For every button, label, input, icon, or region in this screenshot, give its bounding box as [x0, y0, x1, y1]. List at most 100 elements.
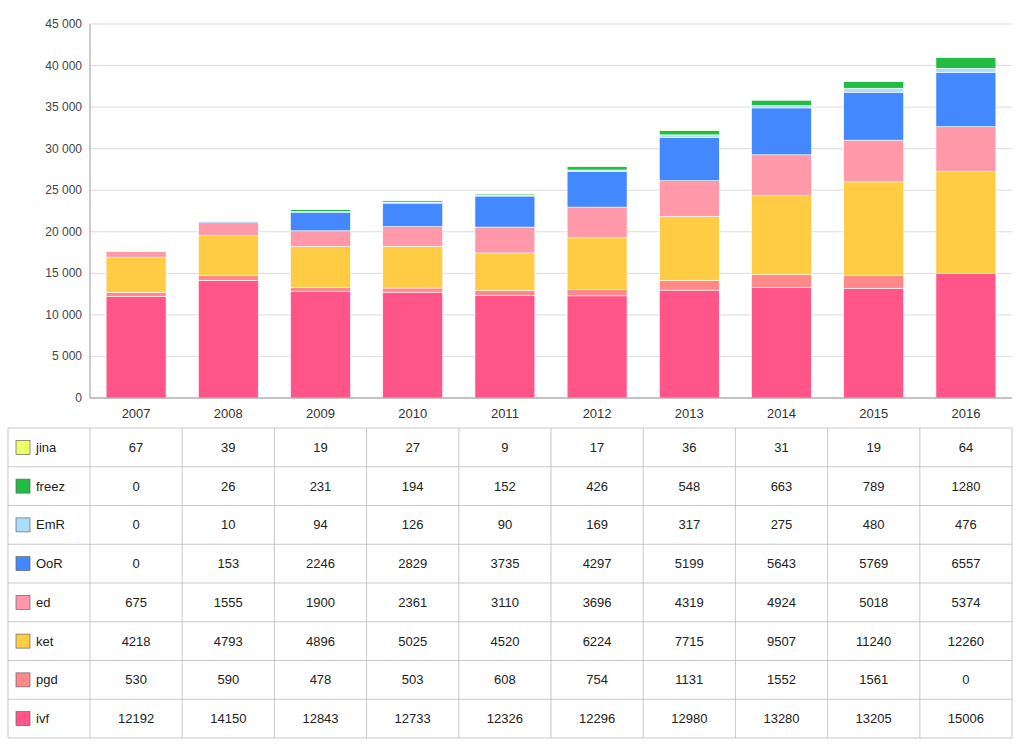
table-value: 153 [217, 556, 239, 571]
table-value: 608 [494, 672, 516, 687]
table-rule [643, 428, 644, 738]
grid [90, 24, 1012, 398]
legend-label: jina [35, 440, 57, 455]
table-rule [919, 428, 920, 738]
x-tick-label: 2010 [398, 406, 427, 421]
table-value: 10 [221, 517, 235, 532]
bar-segment [659, 130, 719, 131]
bar-segment [844, 288, 904, 398]
bar-segment [291, 247, 351, 288]
table-value: 6557 [951, 556, 980, 571]
legend-label: freez [36, 479, 65, 494]
grid-line [90, 24, 1012, 25]
x-tick-label: 2016 [951, 406, 980, 421]
table-value: 480 [863, 517, 885, 532]
x-tick-label: 2011 [491, 406, 519, 421]
table-rule [8, 660, 1012, 661]
table-value: 231 [310, 479, 332, 494]
bar-segment [475, 291, 535, 296]
bar-segment [383, 246, 443, 288]
table-rule [8, 428, 9, 738]
table-value: 194 [402, 479, 424, 494]
x-tick-label: 2008 [214, 406, 243, 421]
bar-segment [198, 223, 258, 236]
bar-segment [844, 182, 904, 275]
x-axis [90, 398, 1012, 399]
bar-segment [752, 99, 812, 100]
bar-segment [383, 200, 443, 201]
x-tick-label: 2009 [306, 406, 335, 421]
bar-segment [291, 291, 351, 398]
table-value: 0 [962, 672, 969, 687]
table-value: 152 [494, 479, 516, 494]
bar-segment [475, 194, 535, 195]
bar-segment [475, 253, 535, 291]
table-value: 9507 [767, 634, 796, 649]
table-value: 4924 [767, 595, 796, 610]
bar-segment [936, 58, 996, 69]
y-tick-label: 40 000 [45, 59, 82, 73]
table-value: 2829 [398, 556, 427, 571]
bar-segment [567, 207, 627, 238]
legend-swatch [16, 634, 30, 648]
bar-segment [936, 72, 996, 126]
bar-segment [106, 251, 166, 252]
table-value: 12296 [579, 711, 615, 726]
bar-segment [291, 212, 351, 231]
y-tick-label: 0 [75, 391, 82, 405]
bar-segment [659, 130, 719, 135]
table-value: 663 [771, 479, 793, 494]
table-rule [8, 738, 1012, 739]
bar-segment [567, 171, 627, 207]
table-value: 12260 [948, 634, 984, 649]
table-rule [182, 428, 183, 738]
table-value: 12733 [395, 711, 431, 726]
table-value: 1280 [951, 479, 980, 494]
table-value: 39 [221, 440, 235, 455]
table-rule [8, 583, 1012, 584]
bar-segment [567, 166, 627, 170]
table-rule [366, 428, 367, 738]
table-rule [8, 699, 1012, 700]
table-rule [458, 428, 459, 738]
legend-swatch [16, 673, 30, 687]
table-value: 3696 [583, 595, 612, 610]
table-value: 64 [959, 440, 973, 455]
legend-label: ed [36, 595, 50, 610]
table-value: 275 [771, 517, 793, 532]
bar-segment [936, 171, 996, 273]
bar-segment [659, 217, 719, 281]
table-value: 2361 [398, 595, 427, 610]
bar-segment [752, 288, 812, 398]
table-value: 31 [774, 440, 788, 455]
bar-segment [383, 227, 443, 247]
table-value: 36 [682, 440, 696, 455]
bar-segment [752, 275, 812, 288]
bar-segment [567, 296, 627, 398]
table-value: 27 [405, 440, 419, 455]
table-value: 4218 [122, 634, 151, 649]
table-value: 12843 [302, 711, 338, 726]
bar-segment [198, 275, 258, 280]
table-value: 0 [132, 517, 139, 532]
bar-segment [106, 297, 166, 398]
bar-segment [198, 220, 258, 221]
bar-segment [291, 209, 351, 211]
x-tick-label: 2007 [122, 406, 151, 421]
table-value: 5769 [859, 556, 888, 571]
table-value: 5018 [859, 595, 888, 610]
legend-label: OoR [36, 556, 63, 571]
table-value: 4520 [490, 634, 519, 649]
bar-segment [844, 275, 904, 288]
bar-segment [844, 140, 904, 182]
y-tick-label: 15 000 [45, 266, 82, 280]
table-value: 19 [866, 440, 880, 455]
bar-segment [659, 181, 719, 217]
bar-segment [106, 251, 166, 252]
table-value: 5025 [398, 634, 427, 649]
table-value: 94 [313, 517, 327, 532]
bar-segment [844, 92, 904, 140]
bar-segment [844, 81, 904, 82]
table-value: 4319 [675, 595, 704, 610]
grid-line [90, 398, 1012, 399]
